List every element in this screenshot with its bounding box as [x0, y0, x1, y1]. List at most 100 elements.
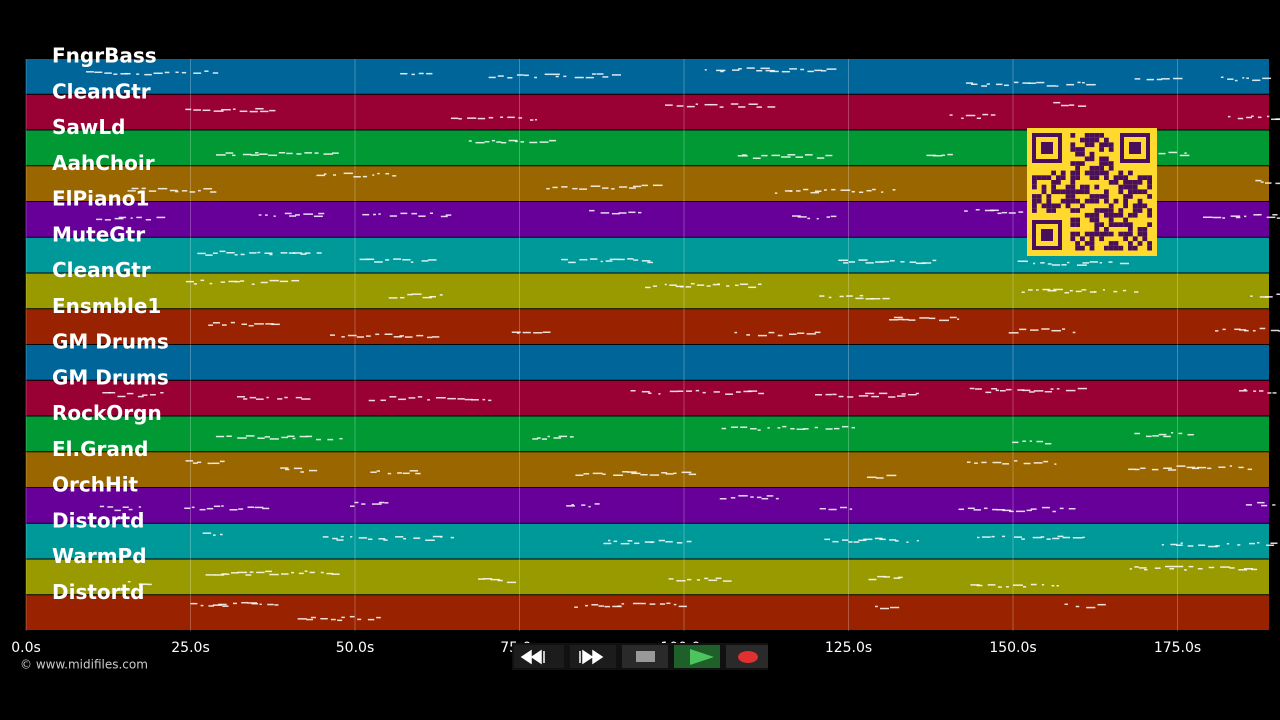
- note: [596, 73, 604, 75]
- note: [621, 603, 625, 605]
- note: [995, 83, 1003, 86]
- note: [219, 533, 223, 536]
- note: [410, 261, 414, 263]
- qr-module: [1147, 194, 1152, 199]
- note: [947, 153, 953, 156]
- note: [1180, 542, 1183, 544]
- note: [1169, 567, 1175, 570]
- note: [752, 157, 761, 160]
- note: [858, 395, 869, 397]
- note: [1173, 565, 1184, 568]
- note: [532, 438, 539, 440]
- note: [467, 117, 477, 119]
- note: [558, 435, 568, 438]
- note: [303, 213, 313, 215]
- note: [717, 283, 720, 285]
- qr-module: [1075, 189, 1080, 195]
- note: [108, 391, 116, 394]
- note: [284, 212, 292, 215]
- qr-module: [1094, 165, 1100, 171]
- qr-module: [1046, 208, 1052, 213]
- note: [254, 506, 264, 509]
- note: [516, 332, 520, 334]
- fast-forward-button[interactable]: [570, 645, 616, 668]
- qr-module: [1118, 231, 1124, 237]
- note: [865, 262, 874, 264]
- note: [686, 105, 695, 108]
- note: [841, 539, 849, 541]
- qr-module: [1075, 165, 1080, 171]
- qr-module: [1147, 184, 1152, 190]
- note: [1019, 328, 1027, 331]
- note: [1265, 296, 1273, 298]
- note: [1057, 535, 1064, 538]
- qr-module: [1041, 189, 1047, 195]
- note: [826, 216, 831, 218]
- note: [892, 189, 896, 191]
- note: [450, 117, 459, 120]
- note: [304, 570, 308, 572]
- note: [782, 425, 787, 428]
- note: [806, 333, 817, 335]
- note: [1050, 388, 1054, 390]
- note: [212, 252, 218, 254]
- note: [1156, 78, 1163, 81]
- note: [1043, 460, 1049, 463]
- note: [1187, 433, 1194, 436]
- note: [673, 603, 677, 606]
- note: [497, 579, 503, 582]
- note: [331, 152, 339, 154]
- qr-module: [1108, 231, 1114, 237]
- stop-button[interactable]: [622, 645, 668, 668]
- note: [590, 185, 601, 187]
- qr-module: [1070, 222, 1076, 227]
- qr-module: [1075, 208, 1080, 213]
- note: [427, 399, 430, 401]
- qr-module: [1137, 180, 1143, 185]
- note: [1086, 83, 1096, 86]
- note: [393, 258, 402, 260]
- note: [1056, 585, 1059, 587]
- note: [1251, 568, 1258, 571]
- note: [316, 252, 322, 254]
- play-button[interactable]: [674, 645, 720, 668]
- qr-module: [1084, 231, 1090, 237]
- note: [734, 331, 738, 334]
- note: [316, 438, 321, 441]
- note: [561, 258, 568, 261]
- note: [304, 252, 311, 254]
- note: [313, 215, 323, 218]
- note: [1008, 332, 1019, 334]
- note: [1066, 83, 1075, 86]
- note: [566, 505, 575, 507]
- note: [1047, 289, 1057, 292]
- rewind-button[interactable]: [514, 645, 564, 668]
- note: [1227, 78, 1234, 80]
- note: [906, 541, 909, 543]
- note: [153, 72, 163, 75]
- note: [611, 74, 621, 76]
- qr-module: [1137, 227, 1143, 232]
- qr-module: [1065, 184, 1071, 190]
- note: [1022, 586, 1027, 588]
- note: [1245, 504, 1253, 506]
- qr-module: [1089, 133, 1095, 138]
- note: [219, 460, 225, 463]
- record-button[interactable]: [726, 645, 768, 668]
- note: [800, 68, 805, 71]
- qr-module: [1065, 194, 1071, 199]
- note: [871, 395, 879, 398]
- note: [1054, 463, 1057, 465]
- qr-module: [1113, 175, 1119, 180]
- note: [389, 396, 397, 398]
- note: [226, 252, 235, 254]
- note: [398, 398, 406, 401]
- track-name: OrchHit: [52, 473, 139, 497]
- note: [795, 156, 804, 158]
- note: [825, 393, 832, 396]
- note: [392, 175, 397, 177]
- qr-module: [1070, 231, 1076, 237]
- note: [269, 109, 276, 112]
- note: [529, 119, 534, 121]
- qr-module: [1128, 241, 1133, 246]
